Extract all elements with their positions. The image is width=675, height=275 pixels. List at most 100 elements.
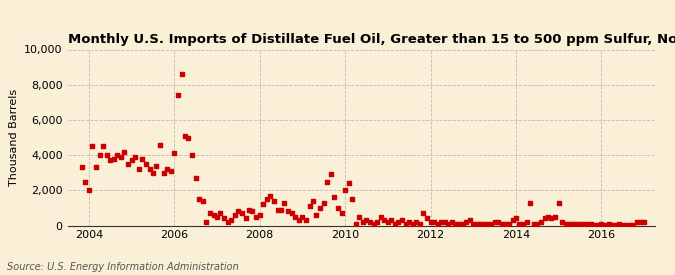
Point: [532, 222, 543, 226]
Point: [582, 222, 593, 226]
Point: [165, 169, 176, 173]
Point: [361, 218, 372, 222]
Point: [194, 197, 205, 201]
Point: [76, 165, 87, 170]
Point: [215, 211, 226, 215]
Point: [479, 222, 489, 226]
Point: [233, 209, 244, 214]
Point: [225, 218, 236, 222]
Point: [172, 93, 183, 97]
Point: [101, 153, 112, 157]
Point: [546, 216, 557, 221]
Point: [593, 222, 603, 227]
Point: [112, 153, 123, 157]
Point: [244, 207, 254, 212]
Point: [628, 222, 639, 227]
Point: [265, 193, 276, 198]
Point: [535, 220, 546, 224]
Point: [230, 213, 240, 217]
Point: [269, 199, 279, 203]
Point: [500, 222, 511, 226]
Text: Monthly U.S. Imports of Distillate Fuel Oil, Greater than 15 to 500 ppm Sulfur, : Monthly U.S. Imports of Distillate Fuel …: [68, 32, 675, 46]
Point: [457, 222, 468, 226]
Point: [336, 211, 347, 215]
Point: [507, 218, 518, 222]
Point: [325, 172, 336, 177]
Point: [568, 222, 578, 226]
Point: [137, 156, 148, 161]
Point: [80, 179, 91, 184]
Point: [354, 214, 364, 219]
Point: [468, 222, 479, 226]
Point: [240, 216, 251, 221]
Point: [372, 220, 383, 224]
Point: [294, 218, 304, 222]
Point: [439, 220, 450, 224]
Point: [311, 213, 322, 217]
Point: [521, 220, 532, 224]
Point: [436, 220, 447, 224]
Point: [123, 162, 134, 166]
Point: [414, 222, 425, 226]
Point: [635, 220, 646, 224]
Point: [261, 197, 272, 201]
Point: [87, 144, 98, 148]
Point: [208, 213, 219, 217]
Point: [460, 220, 471, 224]
Point: [94, 153, 105, 157]
Point: [518, 222, 529, 226]
Point: [350, 222, 361, 226]
Point: [543, 214, 554, 219]
Point: [211, 214, 222, 219]
Point: [343, 181, 354, 185]
Point: [319, 200, 329, 205]
Point: [315, 206, 326, 210]
Point: [639, 220, 649, 224]
Point: [614, 222, 624, 226]
Point: [84, 188, 95, 192]
Point: [126, 158, 137, 163]
Point: [279, 200, 290, 205]
Point: [564, 222, 574, 226]
Point: [585, 222, 596, 226]
Point: [411, 220, 422, 224]
Point: [201, 220, 212, 224]
Point: [329, 195, 340, 200]
Point: [180, 134, 190, 138]
Point: [161, 167, 172, 171]
Point: [286, 211, 297, 215]
Point: [510, 216, 521, 221]
Point: [297, 214, 308, 219]
Point: [304, 204, 315, 208]
Point: [557, 220, 568, 224]
Point: [340, 188, 350, 192]
Point: [322, 179, 333, 184]
Point: [631, 220, 642, 224]
Point: [422, 216, 433, 221]
Point: [115, 155, 126, 159]
Point: [369, 222, 379, 226]
Point: [429, 220, 439, 224]
Point: [176, 72, 187, 76]
Text: Source: U.S. Energy Information Administration: Source: U.S. Energy Information Administ…: [7, 262, 238, 272]
Point: [504, 222, 514, 226]
Point: [300, 218, 311, 222]
Point: [90, 165, 101, 170]
Point: [386, 218, 397, 222]
Point: [158, 170, 169, 175]
Point: [144, 167, 155, 171]
Point: [379, 218, 389, 222]
Point: [464, 218, 475, 222]
Point: [183, 135, 194, 140]
Point: [450, 222, 461, 226]
Point: [108, 156, 119, 161]
Point: [140, 162, 151, 166]
Point: [308, 199, 319, 203]
Point: [272, 207, 283, 212]
Point: [389, 222, 400, 226]
Point: [275, 207, 286, 212]
Point: [496, 222, 507, 226]
Point: [251, 214, 262, 219]
Point: [358, 220, 369, 224]
Point: [596, 222, 607, 226]
